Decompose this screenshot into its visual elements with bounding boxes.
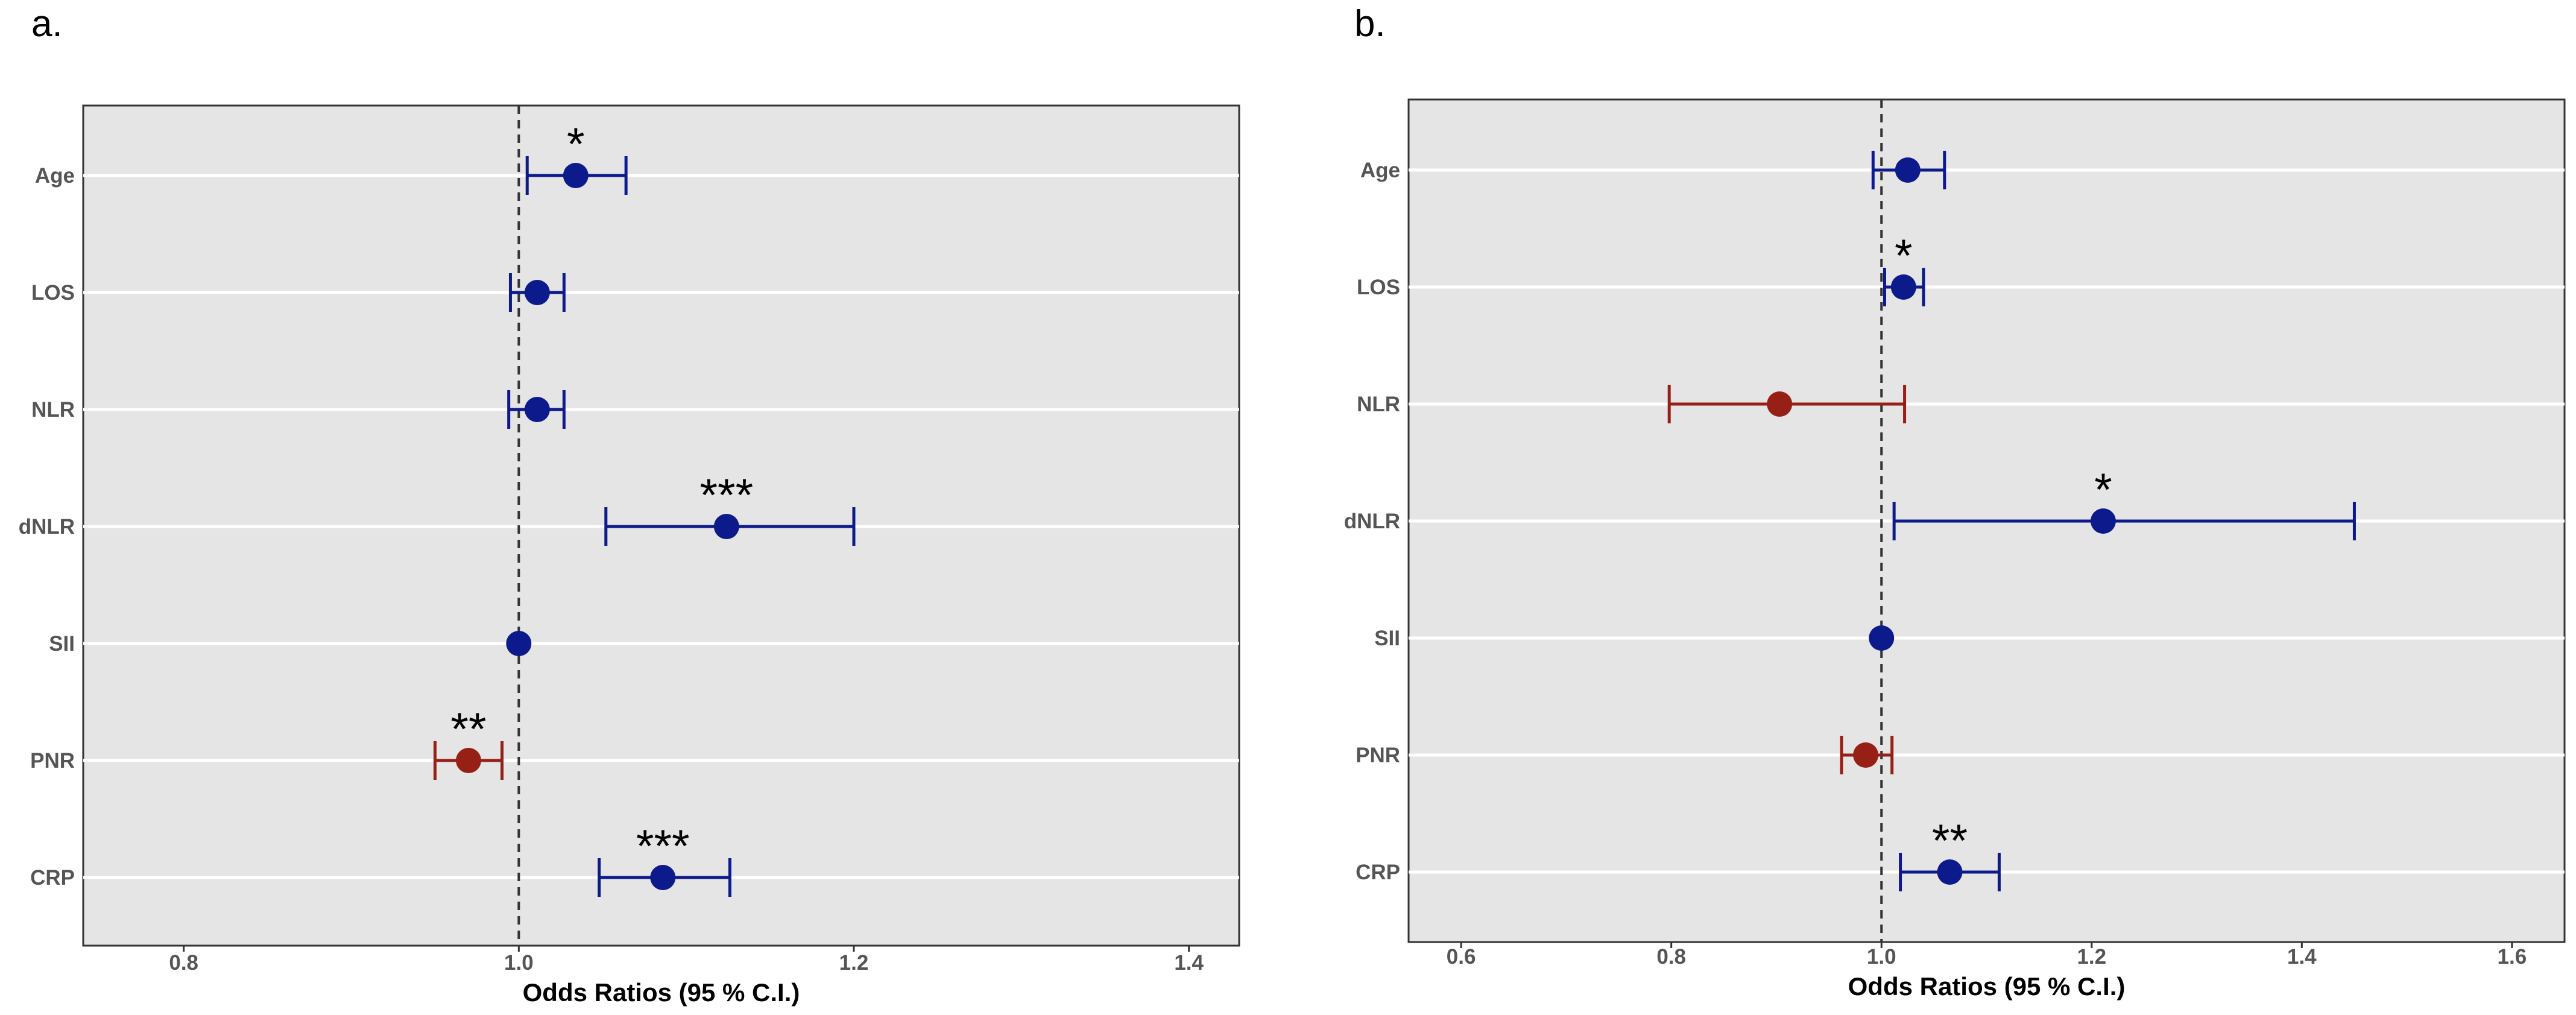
category-label: LOS — [31, 281, 75, 305]
odds-ratio-point — [713, 514, 739, 539]
panel-b: Age LOS * NLR dNLR * SII PNR CRP ** 0.6 0.8 1.0 1.2 1.… — [1344, 98, 2566, 1001]
category-label: NLR — [31, 398, 75, 422]
category-label: CRP — [30, 866, 75, 890]
x-tick-label: 1.2 — [839, 951, 869, 975]
x-axis-title: Odds Ratios (95 % C.I.) — [523, 978, 800, 1007]
odds-ratio-point — [2090, 508, 2116, 534]
category-label: dNLR — [1344, 510, 1400, 533]
x-tick-label: 1.4 — [1174, 951, 1204, 975]
x-tick-label: 0.8 — [1656, 945, 1686, 969]
odds-ratio-point — [524, 397, 550, 422]
odds-ratio-point — [650, 865, 676, 890]
panel-b-label: b. — [1354, 3, 1386, 45]
odds-ratio-point — [456, 748, 481, 773]
odds-ratio-point — [1937, 859, 1963, 885]
category-label: Age — [35, 164, 75, 188]
panel-a-label: a. — [31, 3, 63, 45]
odds-ratio-point — [1890, 274, 1916, 300]
significance-label: ** — [1932, 815, 1968, 867]
odds-ratio-point — [1895, 157, 1921, 183]
significance-label: * — [2094, 464, 2112, 516]
significance-label: * — [1895, 230, 1913, 282]
x-tick-label: 1.6 — [2498, 945, 2527, 969]
x-tick-label: 0.8 — [169, 951, 198, 975]
significance-label: *** — [699, 470, 753, 521]
category-label: CRP — [1356, 861, 1400, 884]
x-axis-title: Odds Ratios (95 % C.I.) — [1848, 972, 2126, 1001]
x-tick-label: 1.0 — [504, 951, 534, 975]
category-label: PNR — [1356, 744, 1400, 767]
category-label: Age — [1360, 159, 1400, 182]
x-tick-label: 1.0 — [1867, 945, 1896, 969]
significance-label: * — [567, 119, 585, 170]
category-label: dNLR — [19, 515, 75, 539]
category-label: SII — [49, 632, 75, 656]
x-tick-label: 0.6 — [1447, 945, 1476, 969]
odds-ratio-point — [1767, 391, 1793, 417]
x-tick-label: 1.4 — [2287, 945, 2317, 969]
category-label: NLR — [1357, 393, 1400, 416]
odds-ratio-point — [1853, 742, 1879, 768]
odds-ratio-point — [524, 280, 550, 305]
odds-ratio-point — [1869, 625, 1895, 651]
category-label: LOS — [1357, 276, 1400, 299]
panel-a: Age * LOS NLR dNLR *** SII PNR ** CRP *** 0.8 1.0 1.2… — [19, 104, 1240, 1007]
odds-ratio-point — [506, 631, 532, 656]
significance-label: ** — [450, 704, 486, 755]
odds-ratio-point — [563, 163, 589, 188]
category-label: SII — [1374, 627, 1400, 650]
category-label: PNR — [30, 749, 75, 773]
x-tick-label: 1.2 — [2077, 945, 2106, 969]
significance-label: *** — [636, 821, 690, 872]
